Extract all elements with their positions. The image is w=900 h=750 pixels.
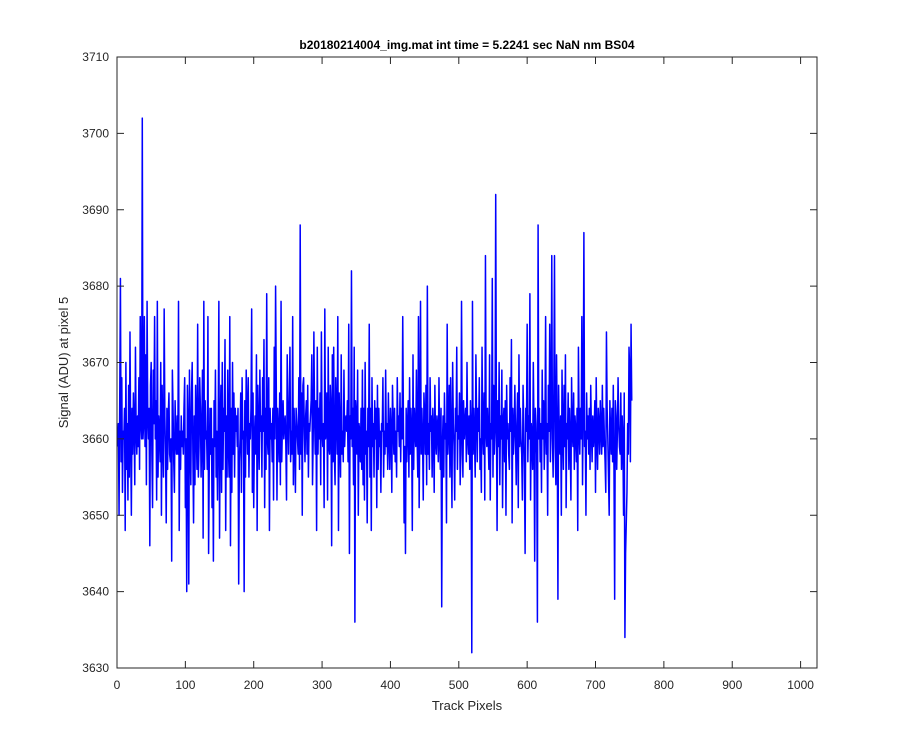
series-line-0 bbox=[116, 117, 633, 654]
y-tick-label: 3650 bbox=[82, 508, 109, 522]
y-axis: 3630 3640 3650 3660 3670 3680 3690 3700 3710 bbox=[82, 50, 817, 675]
x-tick-label: 500 bbox=[449, 678, 469, 692]
y-tick-label: 3700 bbox=[82, 126, 109, 140]
y-tick-label: 3660 bbox=[82, 432, 109, 446]
x-tick-label: 400 bbox=[380, 678, 400, 692]
x-tick-label: 100 bbox=[175, 678, 195, 692]
series-layer bbox=[116, 117, 633, 654]
x-tick-label: 600 bbox=[517, 678, 537, 692]
y-tick-label: 3670 bbox=[82, 356, 109, 370]
y-tick-label: 3640 bbox=[82, 585, 109, 599]
y-tick-label: 3710 bbox=[82, 50, 109, 64]
x-axis-label: Track Pixels bbox=[432, 698, 503, 713]
x-tick-label: 300 bbox=[312, 678, 332, 692]
x-tick-label: 0 bbox=[114, 678, 121, 692]
x-tick-label: 200 bbox=[244, 678, 264, 692]
y-tick-label: 3690 bbox=[82, 203, 109, 217]
y-tick-label: 3680 bbox=[82, 279, 109, 293]
x-tick-label: 700 bbox=[586, 678, 606, 692]
x-axis: 0 100 200 300 400 500 600 700 800 900 1000 bbox=[114, 57, 814, 692]
y-axis-label: Signal (ADU) at pixel 5 bbox=[56, 297, 71, 429]
chart-title: b20180214004_img.mat int time = 5.2241 s… bbox=[299, 38, 635, 52]
y-tick-label: 3630 bbox=[82, 661, 109, 675]
x-tick-label: 800 bbox=[654, 678, 674, 692]
x-tick-label: 1000 bbox=[787, 678, 814, 692]
x-tick-label: 900 bbox=[722, 678, 742, 692]
